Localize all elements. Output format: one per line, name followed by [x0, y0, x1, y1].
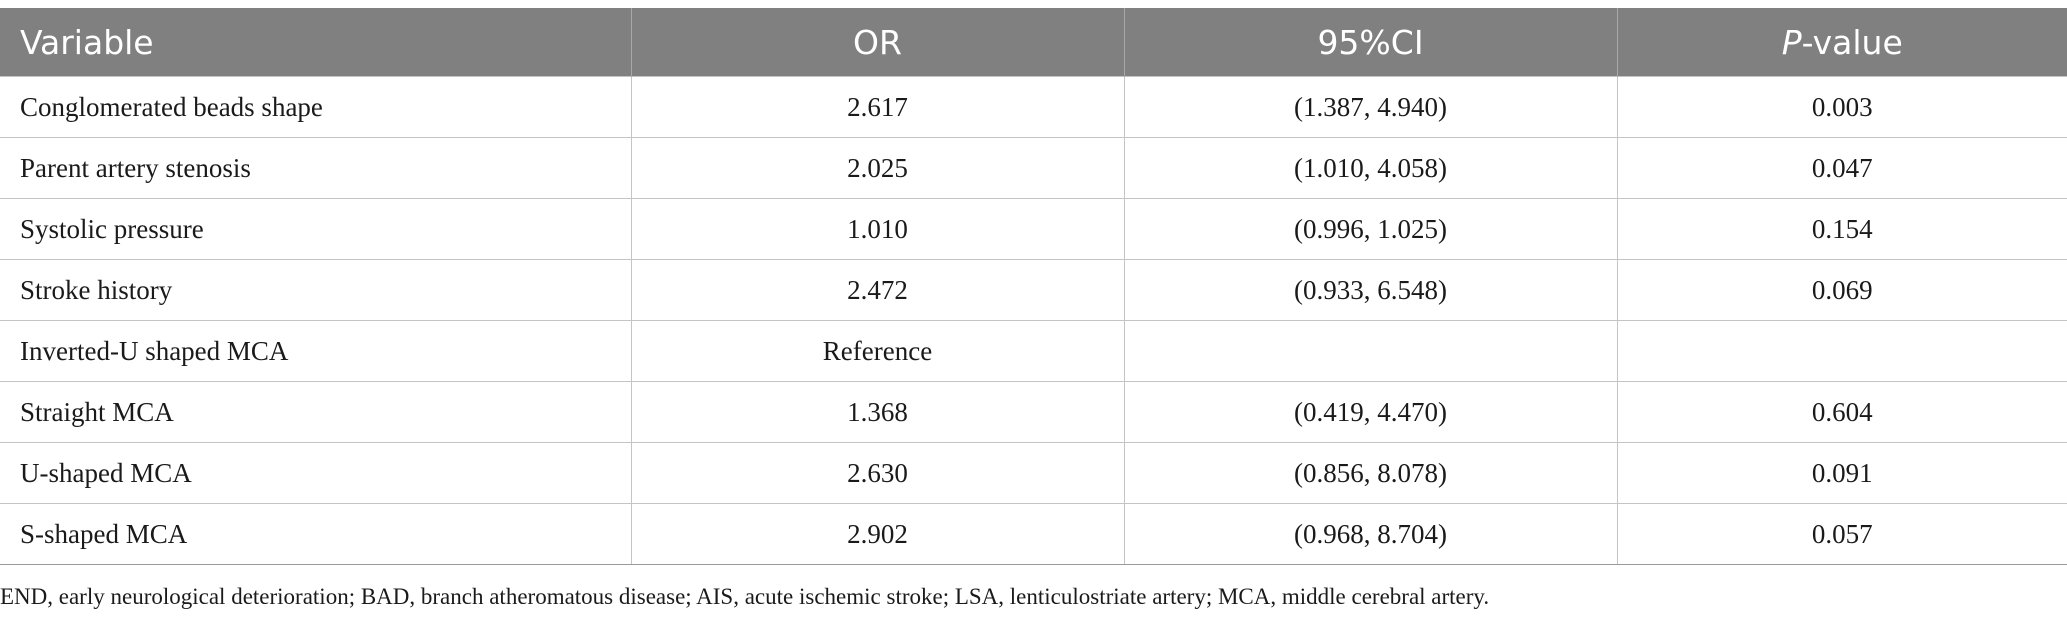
table-body: Conglomerated beads shape 2.617 (1.387, …: [0, 76, 2067, 565]
cell-or: 2.472: [630, 259, 1125, 321]
cell-ci: (0.419, 4.470): [1123, 381, 1618, 443]
cell-ci: (0.856, 8.078): [1123, 442, 1618, 504]
table-row: Systolic pressure 1.010 (0.996, 1.025) 0…: [0, 198, 2067, 260]
table-header: Variable OR 95%CI P-value: [0, 8, 2067, 77]
table-row: Straight MCA 1.368 (0.419, 4.470) 0.604: [0, 381, 2067, 443]
cell-or: Reference: [630, 320, 1125, 382]
cell-or: 1.368: [630, 381, 1125, 443]
cell-p: 0.003: [1616, 76, 2067, 138]
cell-p: 0.604: [1616, 381, 2067, 443]
cell-or: 2.025: [630, 137, 1125, 199]
cell-or: 2.617: [630, 76, 1125, 138]
cell-variable: Conglomerated beads shape: [0, 76, 632, 138]
cell-ci: (1.387, 4.940): [1123, 76, 1618, 138]
cell-variable: Systolic pressure: [0, 198, 632, 260]
cell-ci: (1.010, 4.058): [1123, 137, 1618, 199]
table-row: U-shaped MCA 2.630 (0.856, 8.078) 0.091: [0, 442, 2067, 504]
header-ci: 95%CI: [1123, 8, 1618, 77]
cell-ci: (0.968, 8.704): [1123, 503, 1618, 565]
cell-ci: (0.996, 1.025): [1123, 198, 1618, 260]
table-footnote: END, early neurological deterioration; B…: [0, 584, 1490, 609]
cell-p: 0.047: [1616, 137, 2067, 199]
cell-p: 0.154: [1616, 198, 2067, 260]
header-p-value: P-value: [1616, 8, 2067, 77]
cell-p: 0.069: [1616, 259, 2067, 321]
table-row: Inverted-U shaped MCA Reference: [0, 320, 2067, 382]
table-row: S-shaped MCA 2.902 (0.968, 8.704) 0.057: [0, 503, 2067, 565]
cell-ci: [1123, 320, 1618, 382]
cell-p: 0.057: [1616, 503, 2067, 565]
cell-or: 2.902: [630, 503, 1125, 565]
table-row: Conglomerated beads shape 2.617 (1.387, …: [0, 76, 2067, 138]
cell-or: 2.630: [630, 442, 1125, 504]
cell-variable: Parent artery stenosis: [0, 137, 632, 199]
cell-variable: U-shaped MCA: [0, 442, 632, 504]
header-variable: Variable: [0, 8, 632, 77]
cell-or: 1.010: [630, 198, 1125, 260]
cell-variable: Straight MCA: [0, 381, 632, 443]
header-or: OR: [630, 8, 1125, 77]
cell-variable: Stroke history: [0, 259, 632, 321]
cell-ci: (0.933, 6.548): [1123, 259, 1618, 321]
table-row: Stroke history 2.472 (0.933, 6.548) 0.06…: [0, 259, 2067, 321]
cell-variable: Inverted-U shaped MCA: [0, 320, 632, 382]
cell-variable: S-shaped MCA: [0, 503, 632, 565]
table-row: Parent artery stenosis 2.025 (1.010, 4.0…: [0, 137, 2067, 199]
odds-ratio-table: Variable OR 95%CI P-value Conglomerated …: [0, 8, 2067, 565]
cell-p: 0.091: [1616, 442, 2067, 504]
header-p-rest: -value: [1801, 22, 1903, 62]
results-table-container: Variable OR 95%CI P-value Conglomerated …: [0, 8, 2067, 565]
header-p-italic: P: [1781, 22, 1802, 62]
cell-p: [1616, 320, 2067, 382]
header-row: Variable OR 95%CI P-value: [0, 8, 2067, 77]
